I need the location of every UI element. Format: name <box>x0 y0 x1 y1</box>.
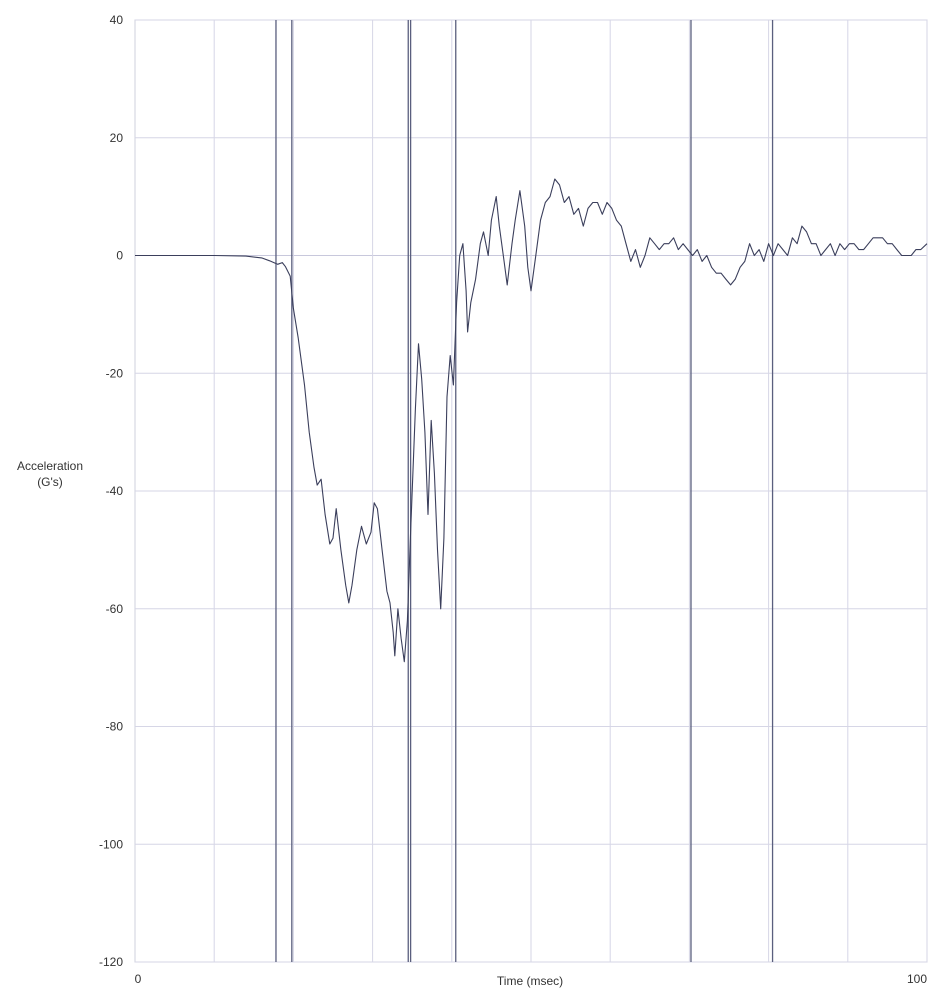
y-tick-label: -80 <box>106 720 124 734</box>
vertical-markers <box>275 20 774 962</box>
y-tick-label: 40 <box>110 13 124 27</box>
y-tick-label: 0 <box>116 249 123 263</box>
series-line <box>135 178 928 663</box>
x-tick-label: 0 <box>135 972 142 986</box>
y-tick-label: -100 <box>99 837 123 851</box>
x-tick-label: 100 <box>907 972 927 986</box>
x-axis-label: Time (msec) <box>497 974 563 988</box>
y-tick-label: -60 <box>106 602 124 616</box>
y-axis-label-line2: (G's) <box>37 475 63 489</box>
plot-area <box>135 178 928 663</box>
y-tick-label: 20 <box>110 131 124 145</box>
y-tick-labels: 40 20 0 -20 -40 -60 -80 -100 -120 <box>99 13 123 969</box>
y-axis-label-line1: Acceleration <box>17 459 83 473</box>
y-tick-label: -120 <box>99 955 123 969</box>
x-tick-labels: 0 100 <box>135 972 928 986</box>
y-tick-label: -20 <box>106 366 124 380</box>
y-tick-label: -40 <box>106 484 124 498</box>
grid <box>134 19 928 963</box>
